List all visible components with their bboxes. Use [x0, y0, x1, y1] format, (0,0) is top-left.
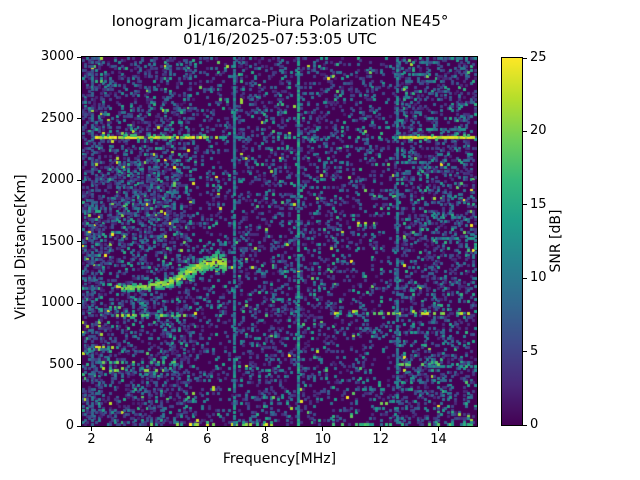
colorbar-tick-label: 15 — [530, 196, 547, 212]
chart-subtitle: 01/16/2025-07:53:05 UTC — [183, 30, 377, 48]
y-tick-mark — [77, 179, 81, 181]
x-axis-label: Frequency[MHz] — [222, 451, 337, 467]
chart-title: Ionogram Jicamarca-Piura Polarization NE… — [111, 12, 449, 30]
y-tick-mark — [77, 241, 81, 242]
colorbar-tick-label: 0 — [530, 417, 539, 432]
y-tick-mark — [77, 302, 81, 304]
colorbar-tick-label: 10 — [530, 270, 547, 286]
y-tick-label: 0 — [65, 418, 74, 433]
x-tick-mark — [322, 427, 324, 431]
colorbar-tick-mark — [523, 351, 527, 353]
colorbar-tick-mark — [523, 130, 527, 132]
ionogram-heatmap-canvas — [82, 57, 477, 426]
y-tick-label: 500 — [49, 356, 74, 372]
x-tick-label: 4 — [145, 432, 154, 447]
colorbar-tick-mark — [523, 424, 527, 426]
x-tick-label: 8 — [260, 432, 270, 447]
x-tick-mark — [206, 427, 208, 431]
colorbar-gradient — [502, 58, 522, 425]
x-tick-label: 2 — [87, 432, 96, 447]
y-tick-mark — [77, 364, 81, 365]
colorbar-tick-mark — [523, 57, 527, 59]
x-tick-mark — [264, 427, 266, 431]
x-tick-label: 12 — [372, 432, 389, 447]
x-tick-label: 14 — [430, 432, 447, 447]
chart-title-block: Ionogram Jicamarca-Piura Polarization NE… — [0, 12, 560, 48]
colorbar — [501, 57, 523, 426]
x-tick-mark — [380, 427, 382, 431]
y-tick-mark — [77, 118, 81, 119]
x-tick-label: 6 — [203, 432, 212, 447]
colorbar-tick-mark — [523, 204, 527, 206]
y-tick-label: 2000 — [40, 172, 74, 187]
x-tick-mark — [438, 427, 440, 431]
colorbar-tick-label: 25 — [530, 50, 547, 65]
y-tick-mark — [77, 56, 81, 58]
colorbar-label: SNR [dB] — [548, 209, 564, 273]
y-tick-label: 1500 — [40, 233, 74, 249]
colorbar-tick-label: 5 — [530, 343, 539, 359]
x-tick-mark — [91, 427, 93, 431]
colorbar-tick-label: 20 — [530, 123, 547, 139]
x-tick-mark — [148, 427, 150, 431]
colorbar-tick-mark — [523, 277, 527, 279]
y-tick-label: 3000 — [40, 49, 74, 64]
y-tick-label: 2500 — [40, 110, 74, 126]
y-tick-label: 1000 — [40, 295, 74, 310]
x-tick-label: 10 — [314, 432, 332, 447]
plot-area — [81, 56, 478, 427]
y-tick-mark — [77, 425, 81, 427]
